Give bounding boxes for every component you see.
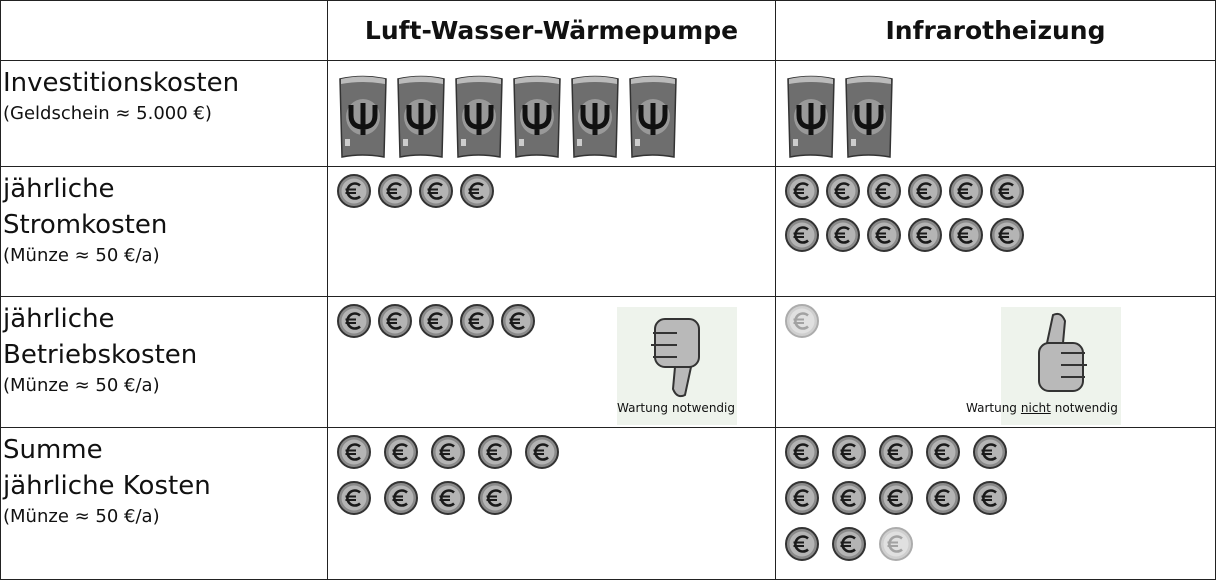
row-label-line: jährliche Kosten [3, 471, 211, 501]
coin [990, 218, 1024, 252]
coin [419, 304, 453, 338]
row: Investitionskosten (Geldschein ≈ 5.000 €) [0, 60, 1216, 167]
coin [785, 527, 819, 561]
coin [785, 481, 819, 515]
coin [949, 218, 983, 252]
row: jährliche Betriebskosten (Münze ≈ 50 €/a) W… [0, 296, 1216, 428]
coin [460, 304, 494, 338]
corner [0, 0, 328, 61]
thumb-box [617, 307, 737, 425]
coin [949, 174, 983, 208]
annotation-word: nicht [1020, 401, 1051, 415]
icon-group [328, 297, 775, 347]
coin [431, 435, 465, 469]
coin [378, 174, 412, 208]
coin [785, 304, 819, 338]
icon-group [328, 428, 582, 526]
annotation: Wartung nicht notwendig [966, 401, 1118, 415]
coin [908, 218, 942, 252]
row-label-line: Investitionskosten [3, 68, 240, 98]
coin [826, 218, 860, 252]
annotation-word: Wartung [966, 401, 1017, 415]
row-label-line: Summe [3, 435, 103, 465]
coin [478, 435, 512, 469]
row-note: (Münze ≈ 50 €/a) [3, 245, 160, 266]
coin [832, 435, 866, 469]
thumb-down [651, 318, 700, 398]
banknote [513, 75, 561, 158]
coin [832, 481, 866, 515]
coin [378, 304, 412, 338]
icon-group [776, 61, 1215, 159]
coin [337, 174, 371, 208]
coin [525, 435, 559, 469]
coin [879, 435, 913, 469]
coin [785, 174, 819, 208]
column-header: Luft-Wasser-Wärmepumpe [327, 0, 776, 61]
row: jährliche Stromkosten (Münze ≈ 50 €/a) [0, 166, 1216, 297]
row-label-line: Stromkosten [3, 210, 168, 240]
row: Summe jährliche Kosten (Münze ≈ 50 €/a) [0, 427, 1216, 580]
banknote [339, 75, 387, 158]
column-header: Infrarotheizung [775, 0, 1216, 61]
annotation-word: Wartung [617, 401, 668, 415]
banknote [845, 75, 893, 158]
row-label-line: Betriebskosten [3, 340, 198, 370]
coin [826, 174, 860, 208]
banknote [571, 75, 619, 158]
banknote [787, 75, 835, 158]
banknote [629, 75, 677, 158]
header-row: Luft-Wasser-Wärmepumpe Infrarotheizung [0, 0, 1216, 61]
coin [867, 174, 901, 208]
row-note: (Münze ≈ 50 €/a) [3, 375, 160, 396]
icon-group [328, 61, 775, 159]
coin [785, 435, 819, 469]
thumb-up [1038, 312, 1087, 392]
row-label: Investitionskosten [1, 61, 327, 101]
coin [501, 304, 535, 338]
coin [832, 527, 866, 561]
annotation-word: notwendig [671, 401, 735, 415]
coin [478, 481, 512, 515]
banknote [455, 75, 503, 158]
coin [926, 435, 960, 469]
coin [337, 481, 371, 515]
row-label: jährliche Stromkosten [1, 167, 327, 243]
coin [879, 527, 913, 561]
banknote [397, 75, 445, 158]
row-label: jährliche Betriebskosten [1, 297, 327, 373]
row-note: (Münze ≈ 50 €/a) [3, 506, 160, 527]
icon-group [776, 297, 1215, 347]
coin [419, 174, 453, 208]
icon-group [328, 167, 775, 217]
annotation: Wartung notwendig [617, 401, 735, 415]
row-label-line: jährliche [3, 174, 115, 204]
annotation-word: notwendig [1054, 401, 1118, 415]
coin [384, 481, 418, 515]
row-note: (Geldschein ≈ 5.000 €) [3, 103, 212, 124]
coin [926, 481, 960, 515]
coin [879, 481, 913, 515]
coin [785, 218, 819, 252]
coin [337, 304, 371, 338]
coin [973, 435, 1007, 469]
row-label: Summe jährliche Kosten [1, 428, 327, 504]
coin [867, 218, 901, 252]
coin [990, 174, 1024, 208]
coin [908, 174, 942, 208]
coin [384, 435, 418, 469]
row-label-line: jährliche [3, 304, 115, 334]
coin [431, 481, 465, 515]
icon-group [776, 428, 1030, 572]
icon-group [776, 167, 1060, 261]
coin [973, 481, 1007, 515]
thumb-box [1001, 307, 1121, 425]
coin [460, 174, 494, 208]
coin [337, 435, 371, 469]
